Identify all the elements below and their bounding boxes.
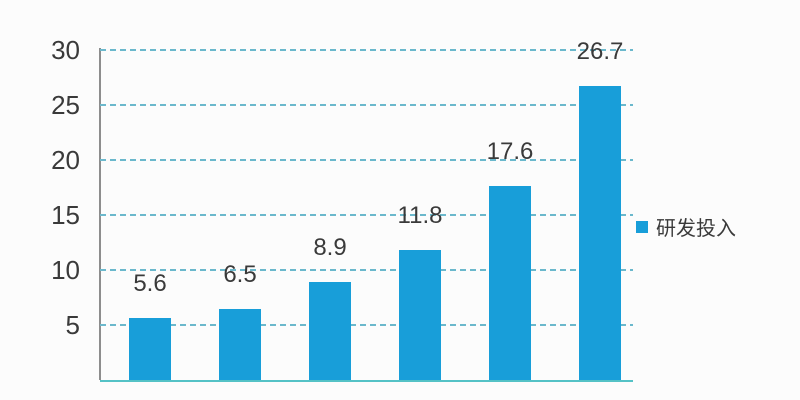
gridline-5 [100,324,633,326]
bar-value-label: 5.6 [133,270,167,298]
gridline-20 [100,159,633,161]
y-axis-tick-label: 20 [51,145,80,175]
bar [399,250,441,380]
legend: 研发投入 [636,212,736,241]
bar-value-label: 11.8 [397,202,443,230]
gridline-10 [100,269,633,271]
gridline-15 [100,214,633,216]
plot-area: 5.6 6.5 8.9 11.8 17.6 26.7 [100,38,633,382]
bar-value-label: 17.6 [486,138,534,166]
bar-value-label: 8.9 [313,234,347,262]
bar [129,318,171,380]
bar-value-label: 26.7 [576,38,624,66]
y-axis-tick-label: 30 [51,35,80,65]
y-axis-tick-label: 25 [51,90,80,120]
y-axis-tick-label: 10 [51,255,80,285]
y-axis-tick-label: 15 [51,200,80,230]
y-axis-tick-label: 5 [65,310,80,340]
bar-value-label: 6.5 [223,260,257,288]
bar [489,186,531,380]
gridline-25 [100,104,633,106]
legend-label: 研发投入 [656,218,736,240]
bar [219,308,261,380]
legend-square-icon [636,220,648,233]
gridline-30 [100,49,633,51]
x-axis-line [100,380,633,382]
bar [579,86,621,380]
bar [309,282,351,380]
